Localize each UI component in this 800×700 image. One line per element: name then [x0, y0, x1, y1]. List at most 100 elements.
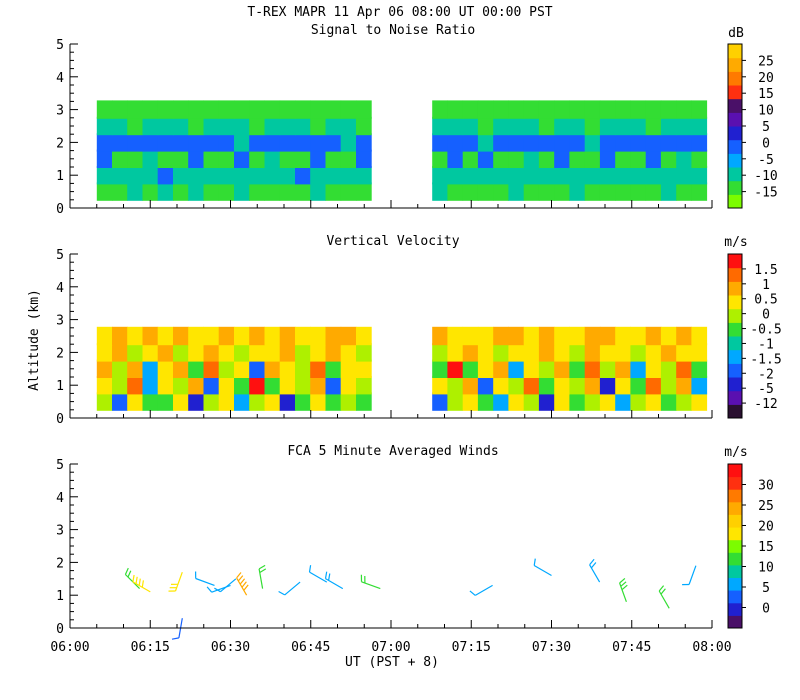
- colorbar-label: -10: [754, 169, 777, 184]
- heatmap-cell: [157, 326, 174, 346]
- y-tick-label: 4: [56, 491, 64, 506]
- heatmap-cell: [462, 182, 479, 201]
- heatmap-cell: [508, 149, 525, 168]
- heatmap-cell: [295, 359, 311, 378]
- colorbar-swatch: [728, 167, 742, 182]
- heatmap-cell: [523, 359, 540, 378]
- heatmap-cell: [295, 182, 311, 201]
- heatmap-cell: [660, 343, 677, 362]
- heatmap-cell: [325, 116, 342, 136]
- colorbar-swatch: [728, 590, 742, 604]
- heatmap-cell: [96, 343, 113, 362]
- heatmap-cell: [325, 149, 342, 168]
- colorbar-swatch: [728, 602, 742, 616]
- heatmap-cell: [523, 376, 540, 395]
- heatmap-cell: [264, 116, 281, 136]
- heatmap-cell: [112, 149, 128, 168]
- heatmap-cell: [127, 116, 143, 136]
- x-tick-label: 08:00: [692, 640, 731, 655]
- heatmap-cell: [630, 392, 647, 411]
- heatmap-cell: [660, 359, 677, 378]
- y-tick-label: 5: [56, 248, 64, 263]
- heatmap-cell: [569, 149, 586, 168]
- heatmap-cell: [218, 149, 235, 168]
- snr-unit: dB: [728, 26, 744, 41]
- heatmap-cell: [508, 392, 525, 411]
- heatmap-cell: [691, 376, 708, 395]
- heatmap-cell: [645, 343, 662, 362]
- heatmap-cell: [356, 149, 372, 168]
- heatmap-cell: [599, 359, 616, 378]
- heatmap-cell: [584, 149, 601, 168]
- y-tick-label: 4: [56, 71, 64, 86]
- heatmap-cell: [188, 100, 204, 119]
- heatmap-cell: [615, 149, 631, 168]
- heatmap-cell: [584, 116, 601, 136]
- colorbar-label: -5: [758, 153, 774, 168]
- heatmap-cell: [173, 100, 189, 119]
- heatmap-cell: [188, 392, 204, 411]
- heatmap-cell: [676, 149, 692, 168]
- heatmap-cell: [584, 343, 601, 362]
- heatmap-cell: [432, 392, 448, 411]
- heatmap-cell: [112, 116, 128, 136]
- heatmap-cell: [462, 376, 479, 395]
- heatmap-cell: [218, 100, 235, 119]
- panel-winds: FCA 5 Minute Averaged Winds 0 1 2 3 4 5 m/s 0…: [56, 444, 774, 640]
- heatmap-cell: [477, 376, 494, 395]
- heatmap-cell: [569, 392, 586, 411]
- colorbar-swatch: [728, 336, 742, 351]
- heatmap-cell: [615, 359, 631, 378]
- wind-barb-shaft: [533, 564, 552, 577]
- heatmap-cell: [142, 376, 159, 395]
- heatmap-cell: [508, 343, 525, 362]
- heatmap-cell: [538, 166, 555, 185]
- heatmap-cell: [477, 359, 494, 378]
- panel-vv-title: Vertical Velocity: [326, 234, 459, 249]
- colorbar-label: 15: [758, 87, 774, 102]
- y-tick-label: 3: [56, 314, 64, 329]
- heatmap-cell: [493, 149, 509, 168]
- heatmap-cell: [234, 149, 250, 168]
- heatmap-cell: [432, 359, 448, 378]
- colorbar-label: -12: [754, 397, 777, 412]
- heatmap-cell: [340, 133, 357, 152]
- heatmap-cell: [234, 343, 250, 362]
- figure-title: T-REX MAPR 11 Apr 06 08:00 UT 00:00 PST: [247, 5, 552, 20]
- heatmap-cell: [295, 166, 311, 185]
- heatmap-cell: [96, 392, 113, 411]
- heatmap-cell: [676, 182, 692, 201]
- heatmap-cell: [127, 343, 143, 362]
- colorbar-label: -0.5: [750, 323, 781, 338]
- heatmap-cell: [340, 166, 357, 185]
- heatmap-cell: [203, 376, 220, 395]
- colorbar-swatch: [728, 349, 742, 364]
- heatmap-cell: [112, 100, 128, 119]
- heatmap-cell: [630, 376, 647, 395]
- winds-colorbar: 0 5 10 15 20 25 30: [727, 463, 774, 629]
- y-tick-label: 1: [56, 589, 64, 604]
- heatmap-cell: [447, 166, 464, 185]
- wind-barb-flag: [141, 580, 144, 588]
- wind-barb-flag: [259, 568, 267, 574]
- colorbar-label: -2: [758, 367, 774, 382]
- heatmap-cell: [569, 166, 586, 185]
- heatmap-cell: [523, 116, 540, 136]
- heatmap-cell: [310, 116, 326, 136]
- heatmap-cell: [234, 376, 250, 395]
- y-axis-label: Altitude (km): [27, 289, 42, 391]
- heatmap-cell: [691, 359, 708, 378]
- wind-barb-flag: [236, 572, 242, 579]
- heatmap-cell: [584, 359, 601, 378]
- colorbar-label: 25: [758, 499, 774, 514]
- heatmap-cell: [538, 149, 555, 168]
- heatmap-cell: [127, 133, 143, 152]
- vv-heatmap: [96, 326, 708, 411]
- wind-barb-shaft: [220, 578, 237, 593]
- wind-barb-flag: [138, 578, 141, 586]
- heatmap-cell: [538, 326, 555, 346]
- heatmap-cell: [234, 392, 250, 411]
- heatmap-cell: [188, 343, 204, 362]
- heatmap-cell: [477, 100, 494, 119]
